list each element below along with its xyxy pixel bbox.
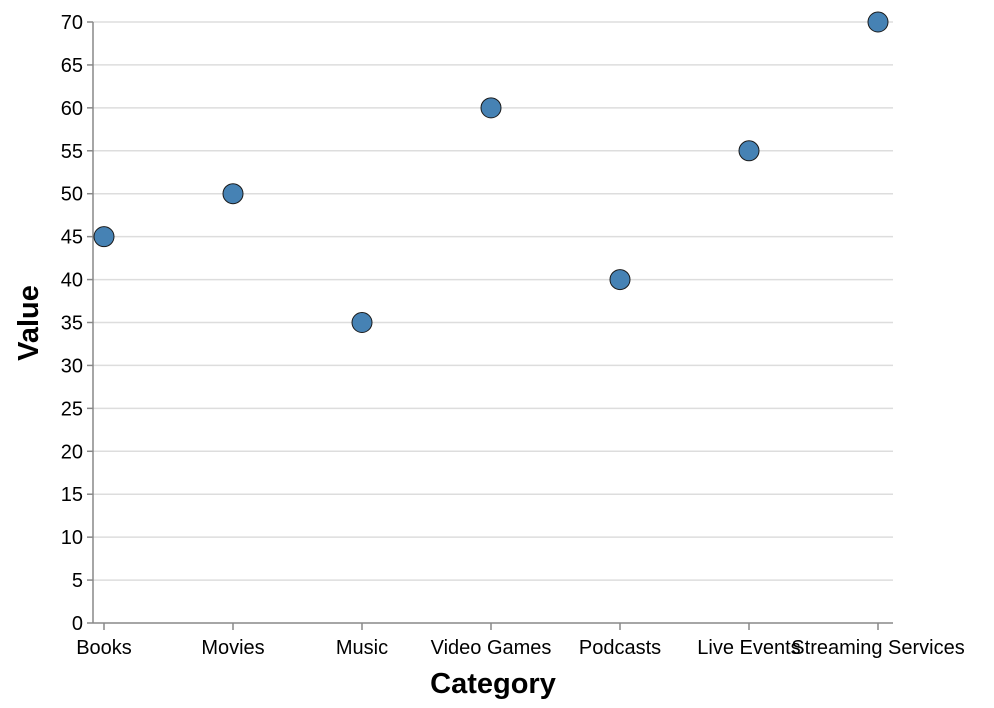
- y-tick-label: 65: [61, 55, 83, 77]
- y-tick-label: 15: [61, 484, 83, 506]
- y-tick-label: 30: [61, 355, 83, 377]
- y-tick-label: 0: [72, 613, 83, 635]
- x-tick-label: Books: [76, 637, 132, 659]
- x-tick-label: Video Games: [431, 637, 552, 659]
- y-tick-label: 55: [61, 141, 83, 163]
- data-point: [93, 226, 115, 248]
- y-tick-label: 20: [61, 441, 83, 463]
- y-tick-label: 45: [61, 227, 83, 249]
- x-tick-label: Live Events: [697, 637, 800, 659]
- x-axis-title: Category: [430, 668, 556, 700]
- data-point: [222, 183, 244, 205]
- y-tick-label: 25: [61, 398, 83, 420]
- y-tick-label: 50: [61, 184, 83, 206]
- y-tick-label: 35: [61, 313, 83, 335]
- y-tick-label: 40: [61, 270, 83, 292]
- y-tick-label: 60: [61, 98, 83, 120]
- data-point: [480, 97, 502, 119]
- x-tick-label: Podcasts: [579, 637, 661, 659]
- grid-lines: [93, 21, 893, 581]
- x-tick-label: Movies: [201, 637, 264, 659]
- data-point: [609, 269, 631, 291]
- x-tick-label: Streaming Services: [791, 637, 964, 659]
- data-point: [867, 11, 889, 33]
- x-tick-label: Music: [336, 637, 388, 659]
- data-point: [738, 140, 760, 162]
- y-axis-title: Value: [13, 285, 45, 361]
- y-axis-ticks: 0 5 10 15 20 25 30 35 40 45 50 55 60 65 70: [61, 12, 93, 635]
- data-points: [93, 11, 889, 333]
- data-point: [351, 312, 373, 333]
- y-tick-label: 5: [72, 570, 83, 592]
- y-tick-label: 70: [61, 12, 83, 34]
- x-axis-ticks: Books Movies Music Video Games Podcasts Live …: [76, 623, 965, 659]
- y-tick-label: 10: [61, 527, 83, 549]
